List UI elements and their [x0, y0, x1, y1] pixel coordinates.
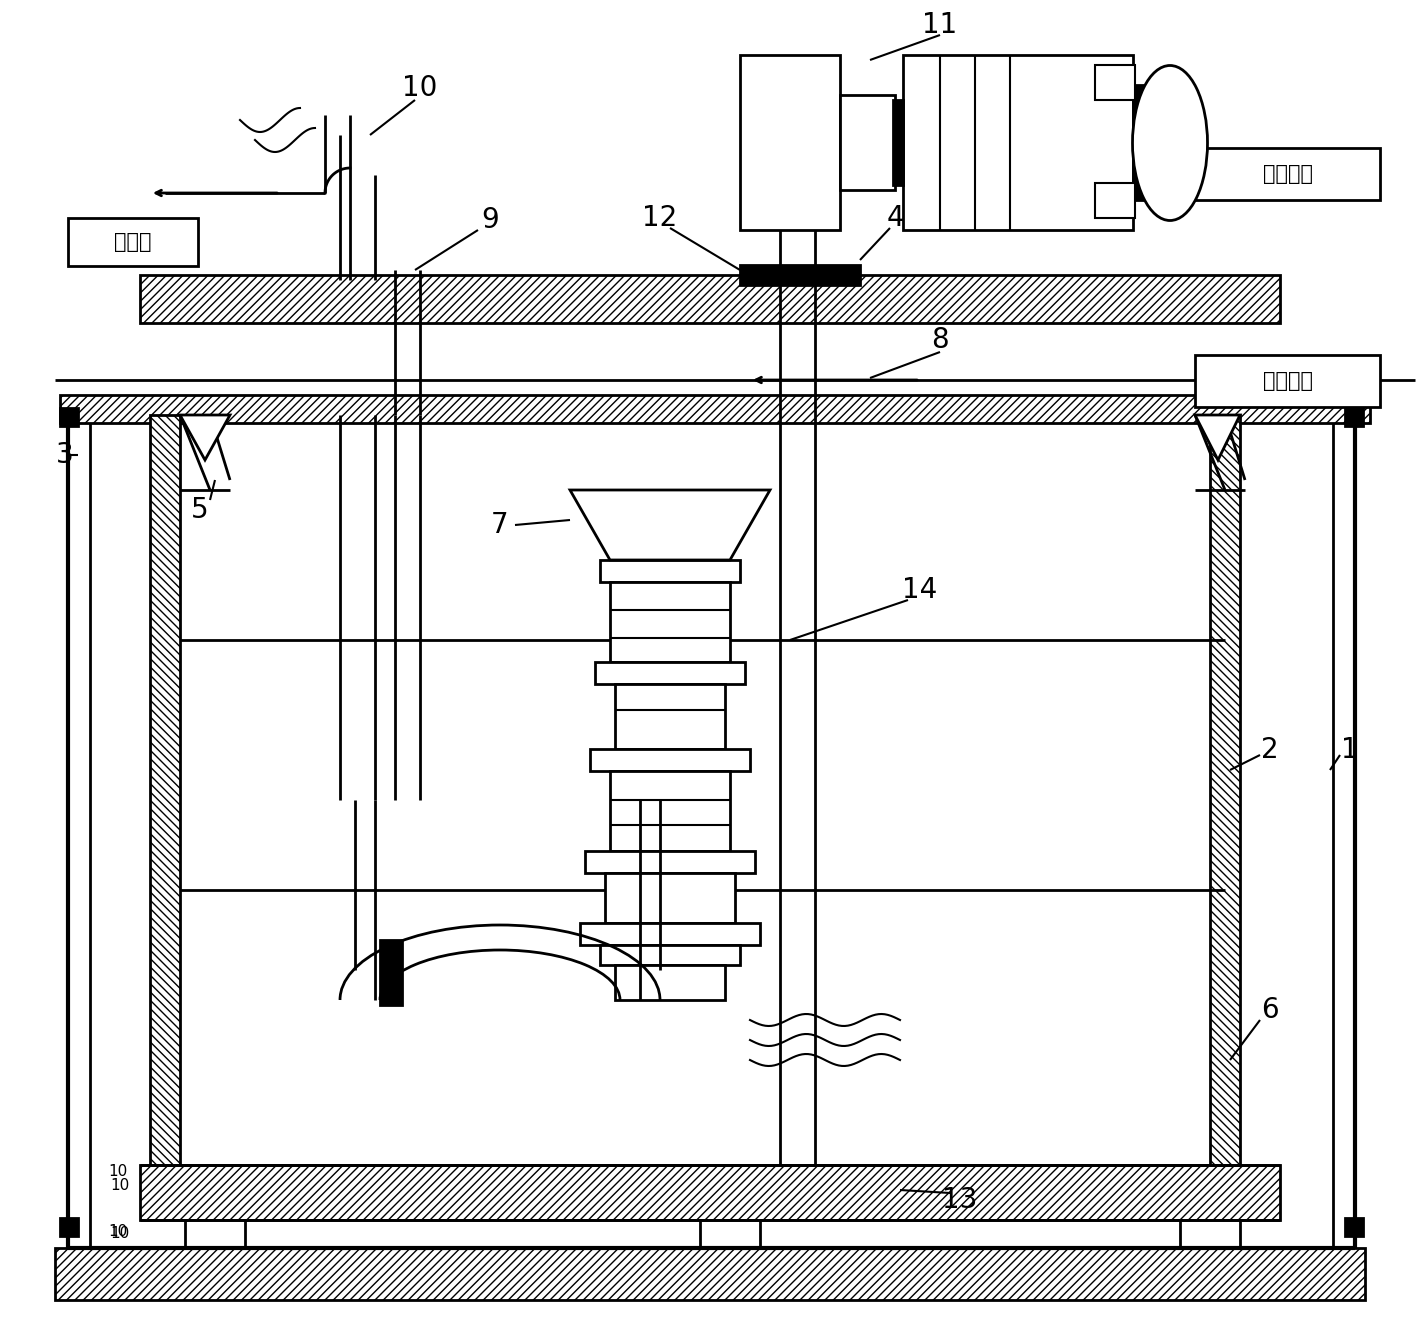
Polygon shape [570, 490, 770, 560]
Bar [615, 684, 725, 748]
Polygon shape [179, 414, 231, 459]
Bar [60, 408, 78, 426]
Bar [56, 1247, 1366, 1300]
Bar [580, 923, 760, 945]
Bar [585, 851, 755, 873]
Bar [1134, 84, 1145, 201]
Text: 9: 9 [481, 206, 498, 234]
Text: 排沙口: 排沙口 [114, 232, 152, 252]
Bar [740, 265, 860, 285]
Bar [600, 945, 740, 965]
Bar [68, 218, 198, 267]
Bar [903, 55, 1134, 230]
Text: 10: 10 [111, 1225, 130, 1241]
Text: 3: 3 [56, 441, 74, 469]
Text: 10: 10 [108, 1225, 128, 1239]
Text: 14: 14 [903, 576, 937, 605]
Bar [590, 748, 750, 771]
Text: 河流床面: 河流床面 [1263, 371, 1313, 391]
Bar [615, 965, 725, 1001]
Bar [605, 873, 735, 923]
Bar [60, 395, 1370, 422]
Text: 10: 10 [403, 74, 437, 102]
Bar [380, 940, 402, 1005]
Text: 5: 5 [191, 496, 209, 524]
Bar [140, 275, 1280, 323]
Bar [893, 100, 903, 185]
Text: 4: 4 [886, 205, 904, 232]
Text: 8: 8 [931, 326, 948, 354]
Bar [60, 1218, 78, 1236]
Bar [1210, 414, 1240, 1166]
Text: 6: 6 [1262, 997, 1279, 1024]
Bar [595, 663, 745, 684]
Text: 2: 2 [1262, 737, 1279, 764]
Text: 13: 13 [943, 1185, 978, 1214]
Bar [1195, 355, 1380, 407]
Text: 1: 1 [1341, 737, 1358, 764]
Text: 10: 10 [111, 1177, 130, 1192]
Bar [1346, 408, 1363, 426]
Text: 10: 10 [108, 1164, 128, 1180]
Bar [1195, 148, 1380, 201]
Ellipse shape [1132, 66, 1208, 220]
Bar [140, 1166, 1280, 1220]
Text: 11: 11 [923, 11, 957, 40]
Polygon shape [1195, 414, 1240, 459]
Bar [609, 771, 731, 851]
Bar [740, 55, 840, 230]
Bar [609, 582, 731, 663]
Bar [1095, 65, 1135, 100]
Text: 12: 12 [642, 205, 678, 232]
Text: 7: 7 [491, 511, 508, 539]
Text: 水流方向: 水流方向 [1263, 164, 1313, 183]
Bar [1346, 1218, 1363, 1236]
Bar [600, 560, 740, 582]
Bar [1095, 183, 1135, 218]
Bar [150, 414, 179, 1166]
Bar [840, 95, 896, 190]
